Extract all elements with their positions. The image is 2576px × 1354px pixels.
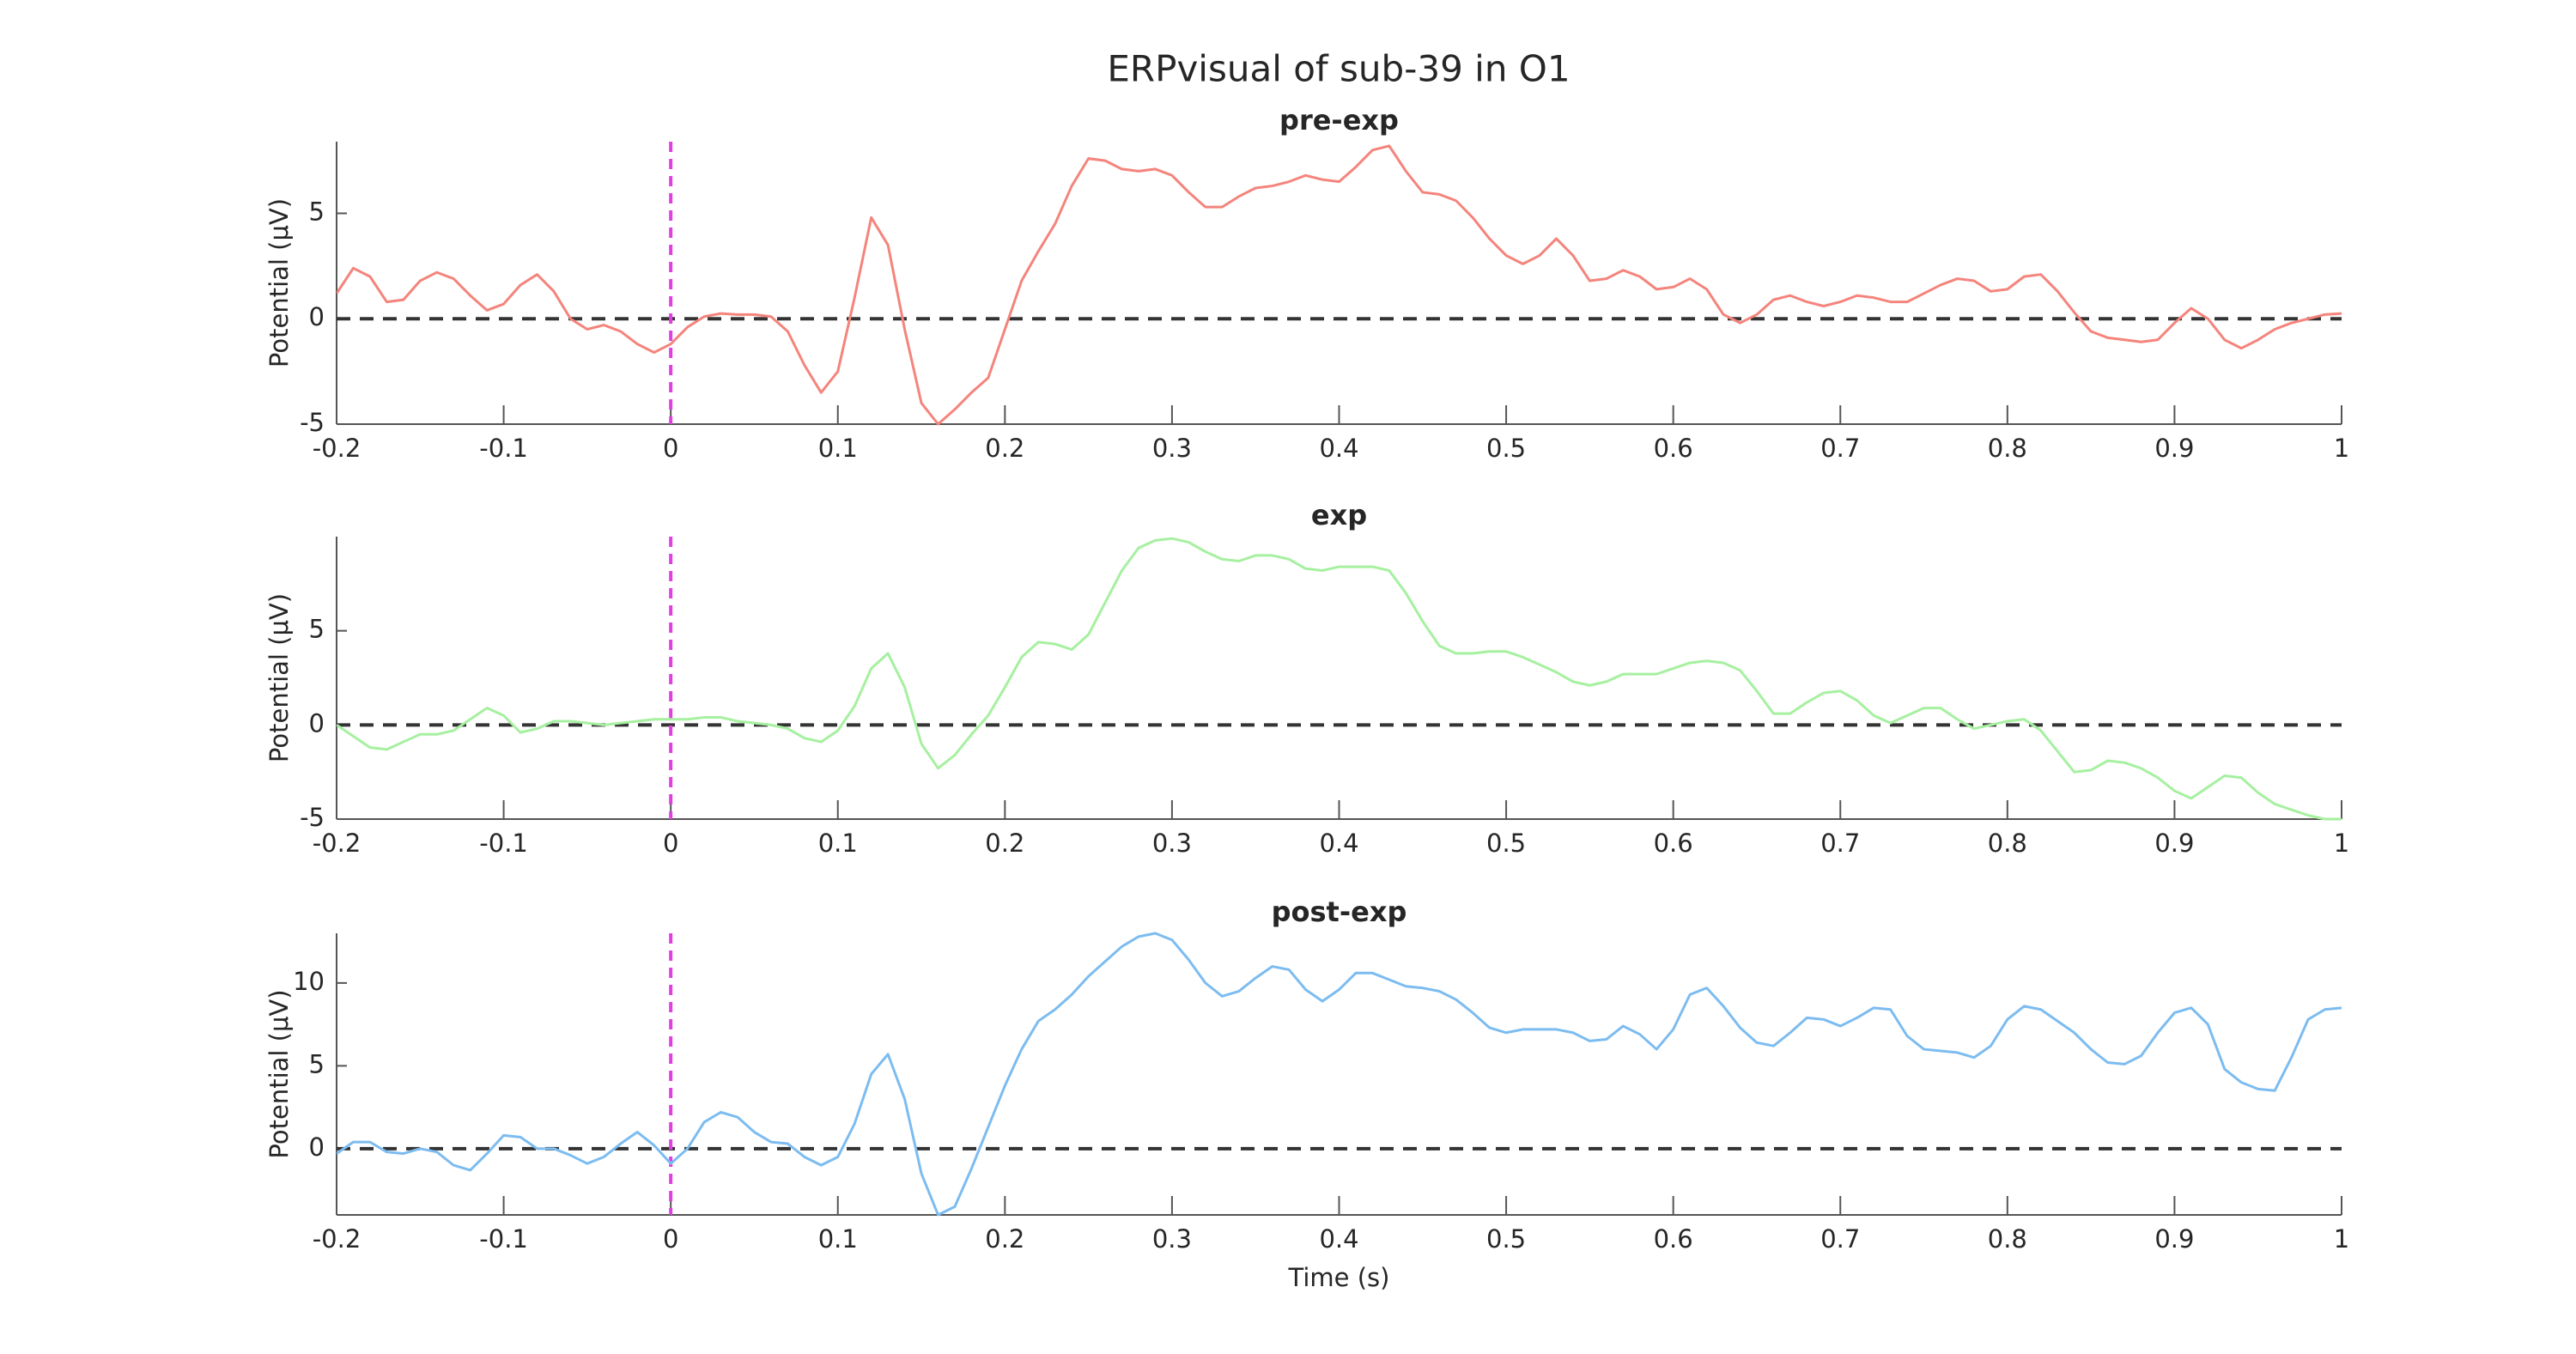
x-tick-label: 0.5 [1486, 1224, 1526, 1254]
x-tick-label: -0.1 [479, 829, 528, 858]
x-tick-label: 0.2 [985, 829, 1024, 858]
y-tick-label: 10 [293, 967, 325, 996]
y-tick-label: -5 [300, 803, 325, 832]
x-tick-label: -0.2 [313, 829, 361, 858]
x-tick-label: 0.3 [1152, 1224, 1192, 1254]
x-tick-label: -0.1 [479, 434, 528, 463]
y-tick-label: 0 [309, 708, 325, 738]
x-tick-label: 0.8 [1988, 1224, 2027, 1254]
y-axis-label: Potential (μV) [264, 989, 294, 1158]
y-axis-label: Potential (μV) [264, 198, 294, 367]
x-tick-label: 0.6 [1654, 829, 1693, 858]
y-tick-label: 0 [309, 302, 325, 331]
data-line [337, 144, 2342, 426]
x-tick-label: 0.3 [1152, 829, 1192, 858]
y-tick-label: 5 [309, 1049, 325, 1078]
x-tick-label: 0.5 [1486, 434, 1526, 463]
x-tick-label: 1 [2334, 829, 2349, 858]
x-tick-label: 0.1 [818, 434, 858, 463]
subplot-title: post-exp [1272, 896, 1407, 928]
x-tick-label: 0.9 [2154, 434, 2194, 463]
x-tick-label: 0.8 [1988, 829, 2027, 858]
x-tick-label: 0.6 [1654, 434, 1693, 463]
x-tick-label: -0.2 [313, 434, 361, 463]
figure-title: ERPvisual of sub-39 in O1 [1107, 48, 1570, 90]
x-tick-label: 0.1 [818, 829, 858, 858]
x-tick-label: 0.1 [818, 1224, 858, 1254]
x-tick-label: 1 [2334, 1224, 2349, 1254]
data-line [337, 537, 2342, 821]
subplot-title: pre-exp [1279, 104, 1399, 137]
x-tick-label: 0.7 [1820, 829, 1860, 858]
x-tick-label: 0.2 [985, 434, 1024, 463]
x-tick-label: 0.2 [985, 1224, 1024, 1254]
x-tick-label: 0.7 [1820, 434, 1860, 463]
x-tick-label: -0.1 [479, 1224, 528, 1254]
x-tick-label: 0.9 [2154, 829, 2194, 858]
x-tick-label: 0.6 [1654, 1224, 1693, 1254]
x-tick-label: 1 [2334, 434, 2349, 463]
x-tick-label: 0.9 [2154, 1224, 2194, 1254]
y-tick-label: 5 [309, 197, 325, 226]
x-tick-label: 0.4 [1319, 829, 1358, 858]
y-axis-label: Potential (μV) [264, 593, 294, 762]
x-tick-label: 0.7 [1820, 1224, 1860, 1254]
y-tick-label: 0 [309, 1132, 325, 1162]
y-tick-label: -5 [300, 408, 325, 437]
x-tick-label: 0.3 [1152, 434, 1192, 463]
x-tick-label: 0 [663, 1224, 678, 1254]
x-tick-label: 0 [663, 829, 678, 858]
subplot-title: exp [1311, 499, 1367, 531]
data-line [337, 932, 2342, 1217]
y-tick-label: 5 [309, 615, 325, 644]
x-tick-label: 0.8 [1988, 434, 2027, 463]
x-tick-label: 0.4 [1319, 1224, 1358, 1254]
x-tick-label: 0.4 [1319, 434, 1358, 463]
x-tick-label: 0 [663, 434, 678, 463]
x-axis-label: Time (s) [1288, 1263, 1390, 1292]
x-tick-label: -0.2 [313, 1224, 361, 1254]
x-tick-label: 0.5 [1486, 829, 1526, 858]
